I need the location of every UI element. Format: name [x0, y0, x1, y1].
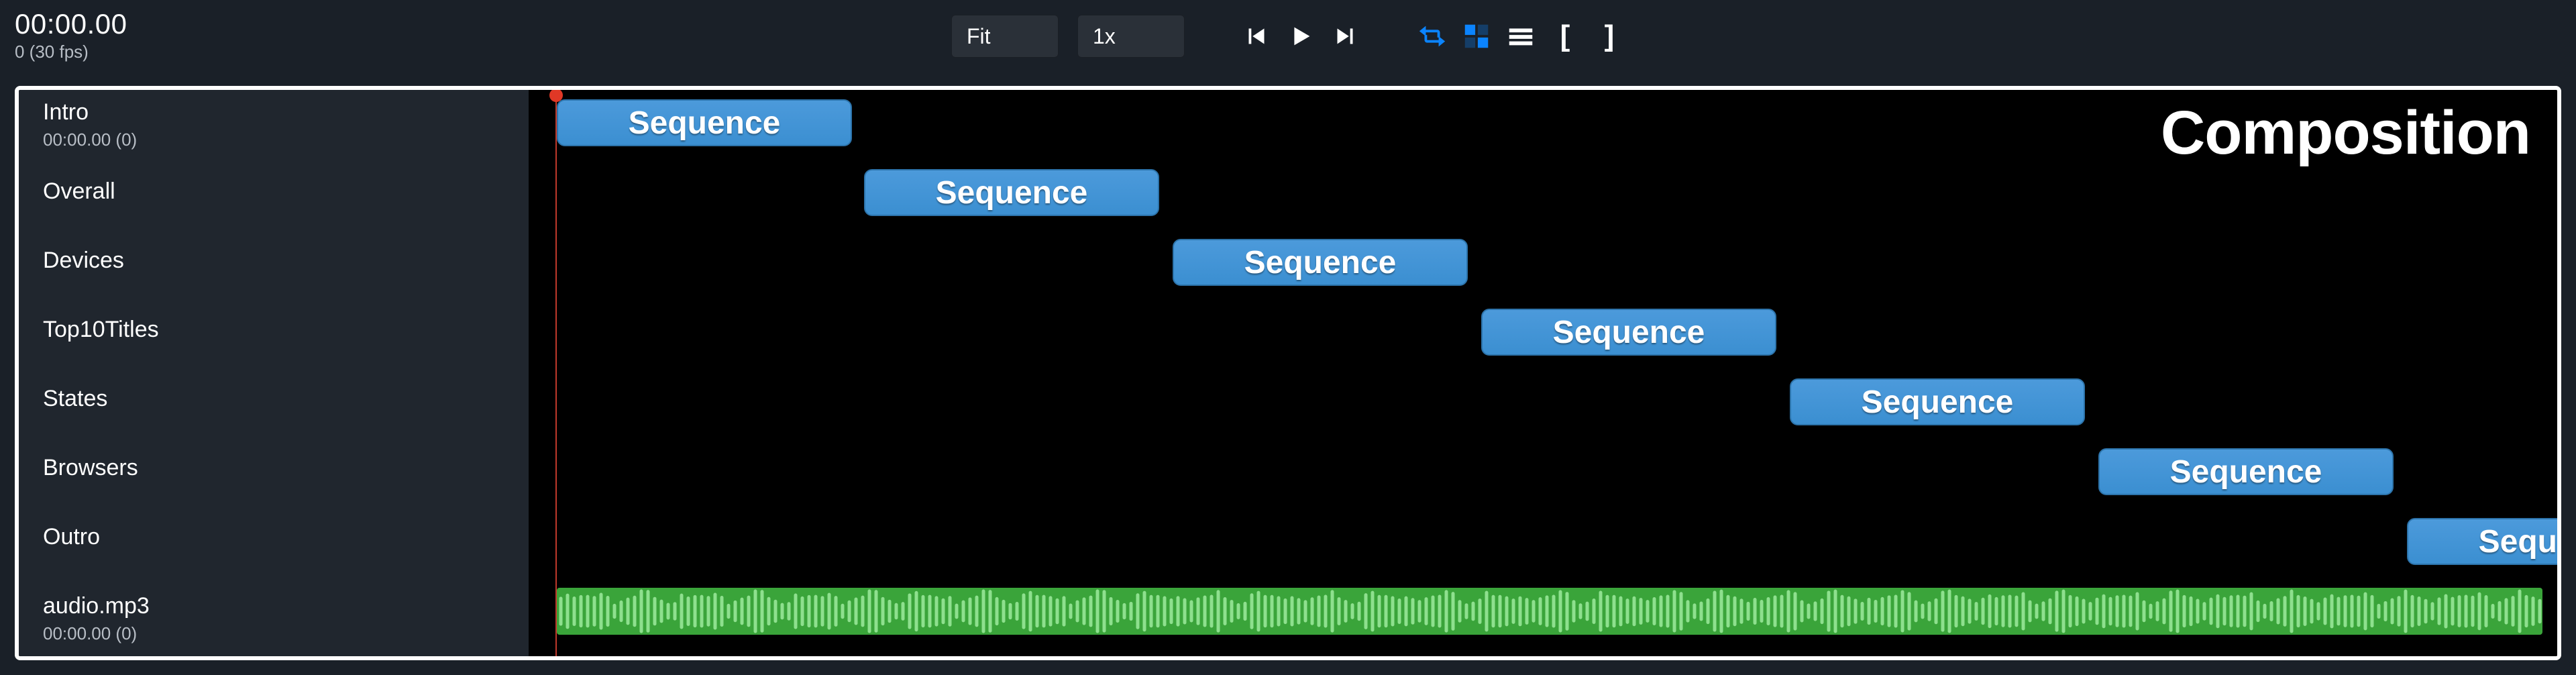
track-row[interactable]: Top10Titles	[19, 305, 529, 374]
sequence-clip[interactable]: Sequence	[1173, 239, 1468, 286]
timecode-sub: 0 (30 fps)	[15, 42, 127, 62]
track-row[interactable]: Devices	[19, 236, 529, 305]
sequence-clip[interactable]: Sequence	[864, 169, 1159, 216]
track-row[interactable]: audio.mp3 00:00.00 (0)	[19, 581, 529, 650]
track-row[interactable]: Outro	[19, 512, 529, 581]
track-name: Devices	[43, 248, 504, 274]
checkerboard-icon[interactable]	[1461, 21, 1492, 52]
track-name: audio.mp3	[43, 593, 504, 619]
track-name: States	[43, 386, 504, 412]
track-sub: 00:00.00 (0)	[43, 623, 504, 644]
sequence-clip[interactable]: Sequence	[1481, 309, 1776, 356]
track-name: Intro	[43, 99, 504, 125]
speed-select-label: 1x	[1093, 24, 1116, 49]
audio-clip[interactable]	[557, 588, 2542, 635]
speed-select[interactable]: 1x	[1077, 15, 1185, 58]
sequence-clip[interactable]: Sequence	[2098, 448, 2394, 495]
zoom-select-label: Fit	[967, 24, 991, 49]
timeline-area[interactable]: Composition Sequence Sequence Sequence Sequ…	[529, 90, 2557, 656]
in-point-icon[interactable]: [	[1550, 21, 1580, 52]
topbar: 00:00.00 0 (30 fps) Fit 1x	[0, 0, 2576, 81]
tracks-column: Intro 00:00.00 (0) Overall Devices Top10Titl…	[19, 90, 529, 656]
timecode-main: 00:00.00	[15, 8, 127, 40]
track-row[interactable]: Browsers	[19, 443, 529, 512]
transport-toolbar: Fit 1x	[951, 15, 1625, 58]
sequence-clip[interactable]: Sequence	[557, 99, 852, 146]
sequence-clip[interactable]: Sequence	[2407, 518, 2561, 565]
zoom-select[interactable]: Fit	[951, 15, 1059, 58]
track-row[interactable]: States	[19, 374, 529, 443]
track-name: Outro	[43, 524, 504, 550]
sequence-clip[interactable]: Sequence	[1790, 378, 2085, 425]
track-row[interactable]: Intro 00:00.00 (0)	[19, 90, 529, 166]
track-sub: 00:00.00 (0)	[43, 129, 504, 150]
play-icon[interactable]	[1285, 21, 1316, 52]
track-name: Overall	[43, 178, 504, 205]
playhead[interactable]	[555, 90, 557, 656]
list-icon[interactable]	[1505, 21, 1536, 52]
out-point-icon[interactable]: ]	[1594, 21, 1625, 52]
composition-panel: Intro 00:00.00 (0) Overall Devices Top10Titl…	[15, 86, 2561, 660]
skip-prev-icon[interactable]	[1241, 21, 1272, 52]
waveform-icon	[557, 588, 2542, 635]
track-name: Browsers	[43, 455, 504, 481]
track-name: Top10Titles	[43, 317, 504, 343]
timecode-block: 00:00.00 0 (30 fps)	[15, 8, 127, 62]
loop-icon[interactable]	[1417, 21, 1448, 52]
panel-title: Composition	[2161, 98, 2530, 168]
track-row[interactable]: Overall	[19, 166, 529, 236]
skip-next-icon[interactable]	[1330, 21, 1360, 52]
